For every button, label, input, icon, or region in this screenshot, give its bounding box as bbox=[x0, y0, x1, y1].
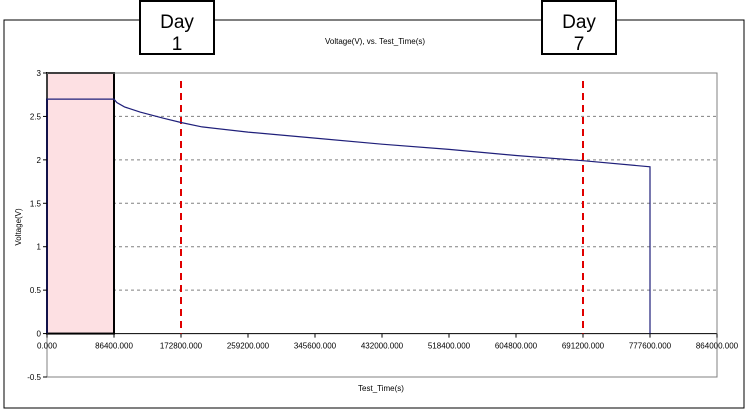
x-tick-label-6: 518400.000 bbox=[428, 342, 471, 351]
x-tick-label-10: 864000.000 bbox=[696, 342, 739, 351]
x-tick-label-0: 0.000 bbox=[37, 342, 58, 351]
x-tick-label-8: 691200.000 bbox=[562, 342, 605, 351]
y-tick-label-5: 2 bbox=[37, 156, 42, 165]
series-lines bbox=[46, 98, 651, 334]
y-tick-label-7: 3 bbox=[37, 69, 42, 78]
chart-frame bbox=[3, 19, 745, 409]
y-tick-label-4: 1.5 bbox=[30, 199, 42, 208]
x-tick-label-5: 432000.000 bbox=[361, 342, 404, 351]
x-tick-label-7: 604800.000 bbox=[495, 342, 538, 351]
y-axis-title: Voltage(V) bbox=[14, 208, 23, 246]
x-tick-label-1: 86400.000 bbox=[95, 342, 133, 351]
series-line-0 bbox=[46, 98, 651, 334]
highlight-rect bbox=[46, 72, 115, 335]
x-axis: 0.000 86400.000 172800.000 259200.000 345600… bbox=[37, 333, 739, 351]
chart-title: Voltage(V), vs. Test_Time(s) bbox=[325, 37, 425, 46]
y-tick-label-1: 0 bbox=[37, 330, 42, 339]
x-tick-label-2: 172800.000 bbox=[160, 342, 203, 351]
y-tick-label-2: 0.5 bbox=[30, 286, 42, 295]
day-callout-text-0-0: Day bbox=[160, 12, 194, 33]
highlight-region bbox=[46, 72, 115, 335]
x-axis-title: Test_Time(s) bbox=[358, 384, 404, 393]
day-callout-text-1-0: Day bbox=[562, 12, 596, 33]
y-tick-label-6: 2.5 bbox=[30, 112, 42, 121]
x-tick-label-4: 345600.000 bbox=[294, 342, 337, 351]
y-tick-label-0: -0.5 bbox=[27, 373, 41, 382]
x-tick-label-3: 259200.000 bbox=[227, 342, 270, 351]
day-callout-text-0-1: 1 bbox=[172, 34, 183, 55]
day-callout-box-0 bbox=[139, 0, 215, 55]
y-axis: -0.5 0 0.5 1 1.5 2 2.5 3 bbox=[27, 69, 47, 382]
y-tick-label-3: 1 bbox=[37, 243, 42, 252]
day-callout-box-1 bbox=[541, 0, 617, 55]
x-tick-label-9: 777600.000 bbox=[629, 342, 672, 351]
day-callout-text-1-1: 7 bbox=[574, 34, 585, 55]
